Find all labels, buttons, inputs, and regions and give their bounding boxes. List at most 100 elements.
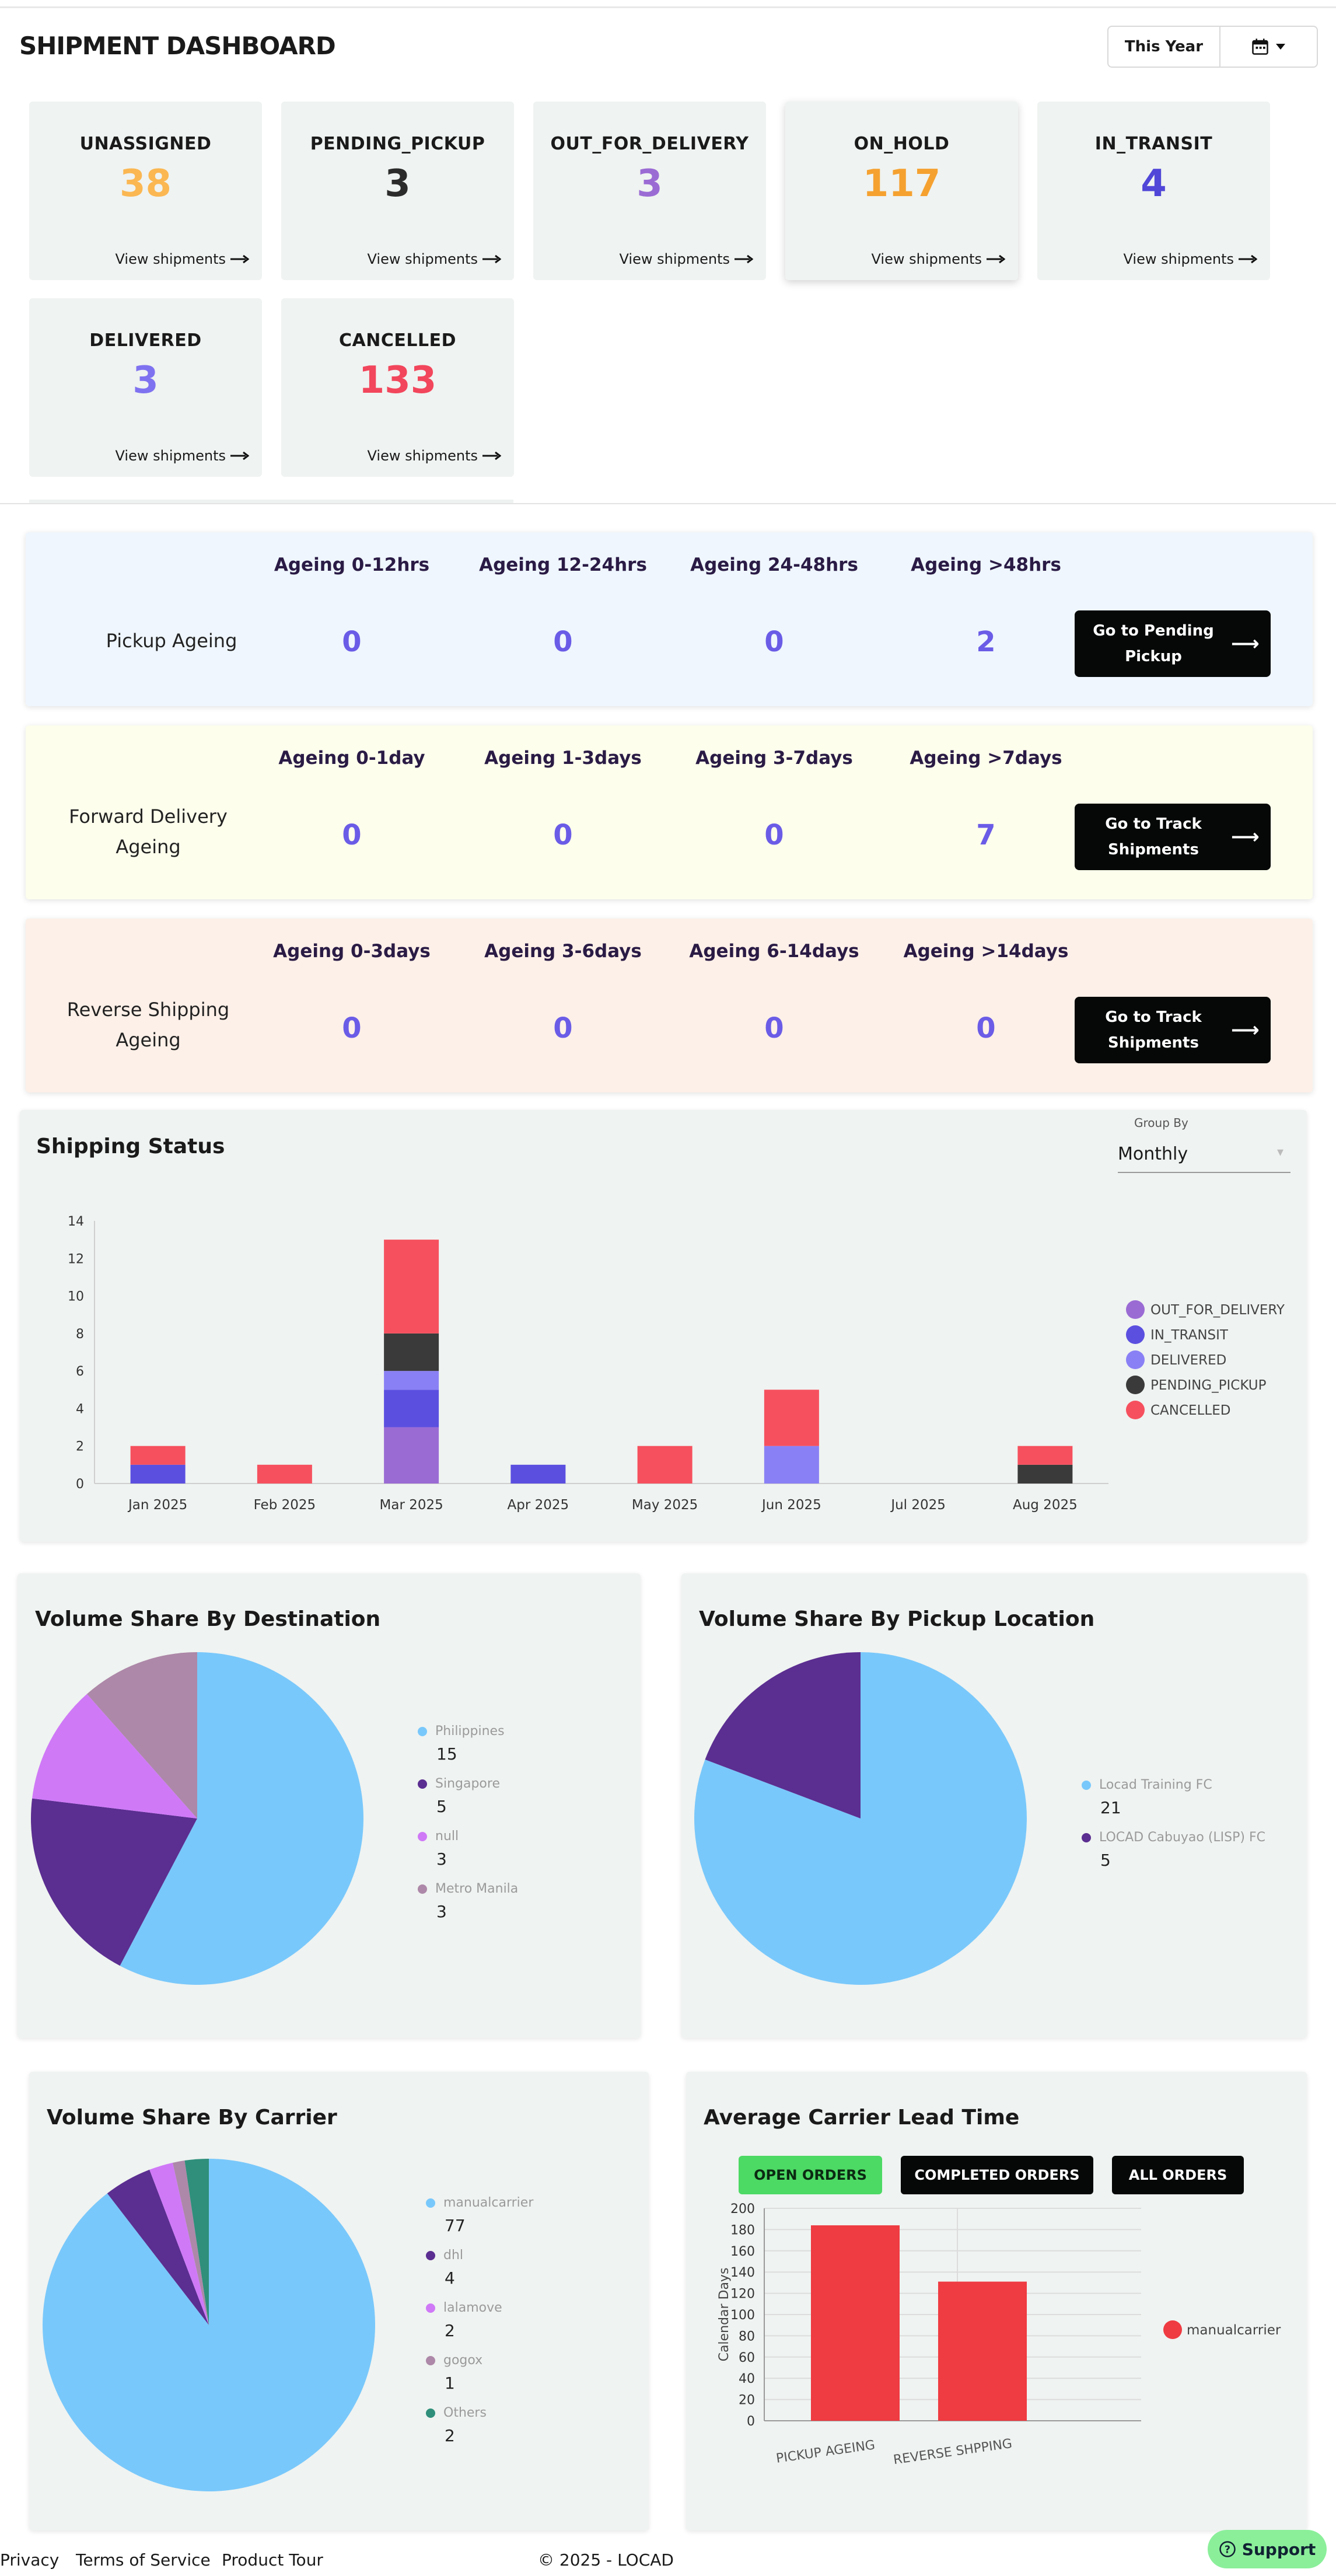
bar-segment-delivered[interactable] xyxy=(764,1446,819,1484)
y-tick-label: 6 xyxy=(76,1364,84,1379)
bar-segment-cancelled[interactable] xyxy=(1017,1446,1073,1465)
bar-segment-pending_pickup[interactable] xyxy=(1017,1464,1073,1484)
legend-label: Singapore xyxy=(435,1776,500,1791)
view-shipments-label: View shipments xyxy=(367,251,478,267)
volume-pickup-title: Volume Share By Pickup Location xyxy=(699,1607,1095,1631)
ageing-go-button[interactable]: Go to Pending Pickup ⟶ xyxy=(1075,610,1271,677)
ageing-go-button-label: Go to Track Shipments xyxy=(1105,1008,1202,1052)
ageing-band-2: Reverse Shipping Ageing Ageing 0-3days 0 Ag… xyxy=(26,919,1313,1092)
status-card-unassigned[interactable]: UNASSIGNED 38 View shipments xyxy=(29,102,262,280)
arrow-right-icon: ⟶ xyxy=(1231,632,1260,655)
pie-slice-dhl[interactable] xyxy=(107,2169,209,2325)
y-tick-label: 0 xyxy=(76,1477,84,1492)
ageing-go-button-label: Go to Pending Pickup xyxy=(1093,622,1214,665)
status-card-pending-pickup[interactable]: PENDING_PICKUP 3 View shipments xyxy=(281,102,514,280)
view-shipments-link[interactable]: View shipments xyxy=(1124,251,1257,267)
view-shipments-link[interactable]: View shipments xyxy=(872,251,1005,267)
year-select[interactable]: This Year xyxy=(1108,27,1220,67)
view-shipments-link[interactable]: View shipments xyxy=(368,251,501,267)
legend-swatch xyxy=(1126,1376,1145,1394)
pie-slice-philippines[interactable] xyxy=(120,1652,363,1985)
legend-item-label: manualcarrier xyxy=(426,2195,533,2210)
legend-item-label: Singapore xyxy=(418,1776,518,1791)
x-tick-label: Aug 2025 xyxy=(1013,1498,1078,1513)
calendar-picker-button[interactable] xyxy=(1220,27,1317,67)
status-card-out-for-delivery[interactable]: OUT_FOR_DELIVERY 3 View shipments xyxy=(533,102,766,280)
tab-completed-orders[interactable]: COMPLETED ORDERS xyxy=(901,2156,1093,2194)
pie-slice-others[interactable] xyxy=(184,2159,209,2325)
legend-label: CANCELLED xyxy=(1150,1403,1230,1418)
group-by-select[interactable]: Monthly ▾ xyxy=(1118,1144,1290,1173)
status-card-cancelled[interactable]: CANCELLED 133 View shipments xyxy=(281,298,514,477)
bar-segment-out_for_delivery[interactable] xyxy=(384,1427,439,1484)
legend-dot xyxy=(426,2250,435,2260)
lead-time-bar[interactable] xyxy=(811,2225,900,2421)
lead-time-bar[interactable] xyxy=(938,2281,1027,2421)
view-shipments-link[interactable]: View shipments xyxy=(116,251,249,267)
bar-segment-cancelled[interactable] xyxy=(257,1464,312,1484)
pie-slice-null[interactable] xyxy=(32,1694,197,1818)
y-axis-label: Calendar Days xyxy=(717,2268,732,2362)
legend-item-count: 2 xyxy=(445,2321,455,2340)
bar-segment-cancelled[interactable] xyxy=(384,1240,439,1334)
status-card-label: ON_HOLD xyxy=(854,134,950,154)
chevron-down-icon: ▾ xyxy=(1276,1145,1283,1160)
legend-swatch xyxy=(1126,1401,1145,1419)
footer-link-privacy[interactable]: Privacy xyxy=(0,2550,60,2570)
bar-segment-delivered[interactable] xyxy=(384,1371,439,1390)
ageing-value: 0 xyxy=(342,626,362,658)
support-button[interactable]: ? Support xyxy=(1208,2530,1327,2568)
y-tick-label: 140 xyxy=(730,2266,755,2280)
ageing-column-header: Ageing 1-3days xyxy=(484,748,642,769)
view-shipments-link[interactable]: View shipments xyxy=(116,448,249,464)
status-card-delivered[interactable]: DELIVERED 3 View shipments xyxy=(29,298,262,477)
legend-label: Metro Manila xyxy=(435,1882,519,1896)
ageing-go-button[interactable]: Go to Track Shipments ⟶ xyxy=(1075,804,1271,870)
status-card-count: 133 xyxy=(358,359,437,402)
status-card-count: 3 xyxy=(636,162,663,205)
legend-item-label: lalamove xyxy=(426,2301,533,2315)
pie-slice-metro-manila[interactable] xyxy=(87,1652,197,1818)
legend-item-label: Philippines xyxy=(418,1724,518,1739)
bar-segment-in_transit[interactable] xyxy=(384,1390,439,1427)
legend-swatch xyxy=(1126,1325,1145,1344)
footer-link-product-tour[interactable]: Product Tour xyxy=(222,2550,323,2570)
status-card-in-transit[interactable]: IN_TRANSIT 4 View shipments xyxy=(1037,102,1270,280)
view-shipments-link[interactable]: View shipments xyxy=(620,251,753,267)
bar-segment-in_transit[interactable] xyxy=(510,1464,566,1484)
legend-dot xyxy=(426,2198,435,2208)
view-shipments-link[interactable]: View shipments xyxy=(368,448,501,464)
x-tick-label: Jan 2025 xyxy=(127,1498,187,1513)
status-card-label: DELIVERED xyxy=(89,330,202,351)
pie-slice-singapore[interactable] xyxy=(30,1798,198,1966)
x-tick-label: Jul 2025 xyxy=(890,1498,946,1513)
svg-text:?: ? xyxy=(1225,2544,1230,2556)
bar-segment-cancelled[interactable] xyxy=(637,1446,693,1484)
pie-slice-locad-cabuyao-lisp-fc[interactable] xyxy=(705,1652,861,1818)
ageing-column-header: Ageing 0-1day xyxy=(278,748,425,769)
status-card-label: CANCELLED xyxy=(339,330,456,351)
volume-destination-panel: Volume Share By Destination Philippines 1… xyxy=(18,1573,641,2038)
footer-link-terms[interactable]: Terms of Service xyxy=(76,2550,211,2570)
pie-slice-lalamove[interactable] xyxy=(149,2162,209,2325)
ageing-row-label: Reverse Shipping Ageing xyxy=(67,999,230,1051)
legend-swatch xyxy=(1163,2320,1182,2339)
pie-slice-gogox[interactable] xyxy=(173,2160,209,2325)
date-filter[interactable]: This Year xyxy=(1107,26,1318,68)
tab-open-orders[interactable]: OPEN ORDERS xyxy=(739,2156,882,2194)
pickup-legend: Locad Training FC 21 LOCAD Cabuyao (LISP) … xyxy=(1082,1778,1265,1883)
bar-segment-cancelled[interactable] xyxy=(130,1446,186,1465)
bar-segment-cancelled[interactable] xyxy=(764,1390,819,1446)
legend-label: DELIVERED xyxy=(1150,1353,1226,1368)
legend-item-label: dhl xyxy=(426,2248,533,2263)
bar-segment-in_transit[interactable] xyxy=(130,1464,186,1484)
status-card-on-hold[interactable]: ON_HOLD 117 View shipments xyxy=(785,102,1018,280)
ageing-go-button[interactable]: Go to Track Shipments ⟶ xyxy=(1075,997,1271,1063)
status-card-label: IN_TRANSIT xyxy=(1094,134,1213,154)
bar-segment-pending_pickup[interactable] xyxy=(384,1333,439,1371)
y-tick-label: 200 xyxy=(730,2202,755,2217)
ageing-value: 0 xyxy=(553,819,573,851)
group-by-value: Monthly xyxy=(1118,1144,1188,1164)
tab-all-orders[interactable]: ALL ORDERS xyxy=(1112,2156,1244,2194)
legend-item-count: 5 xyxy=(1100,1851,1111,1870)
